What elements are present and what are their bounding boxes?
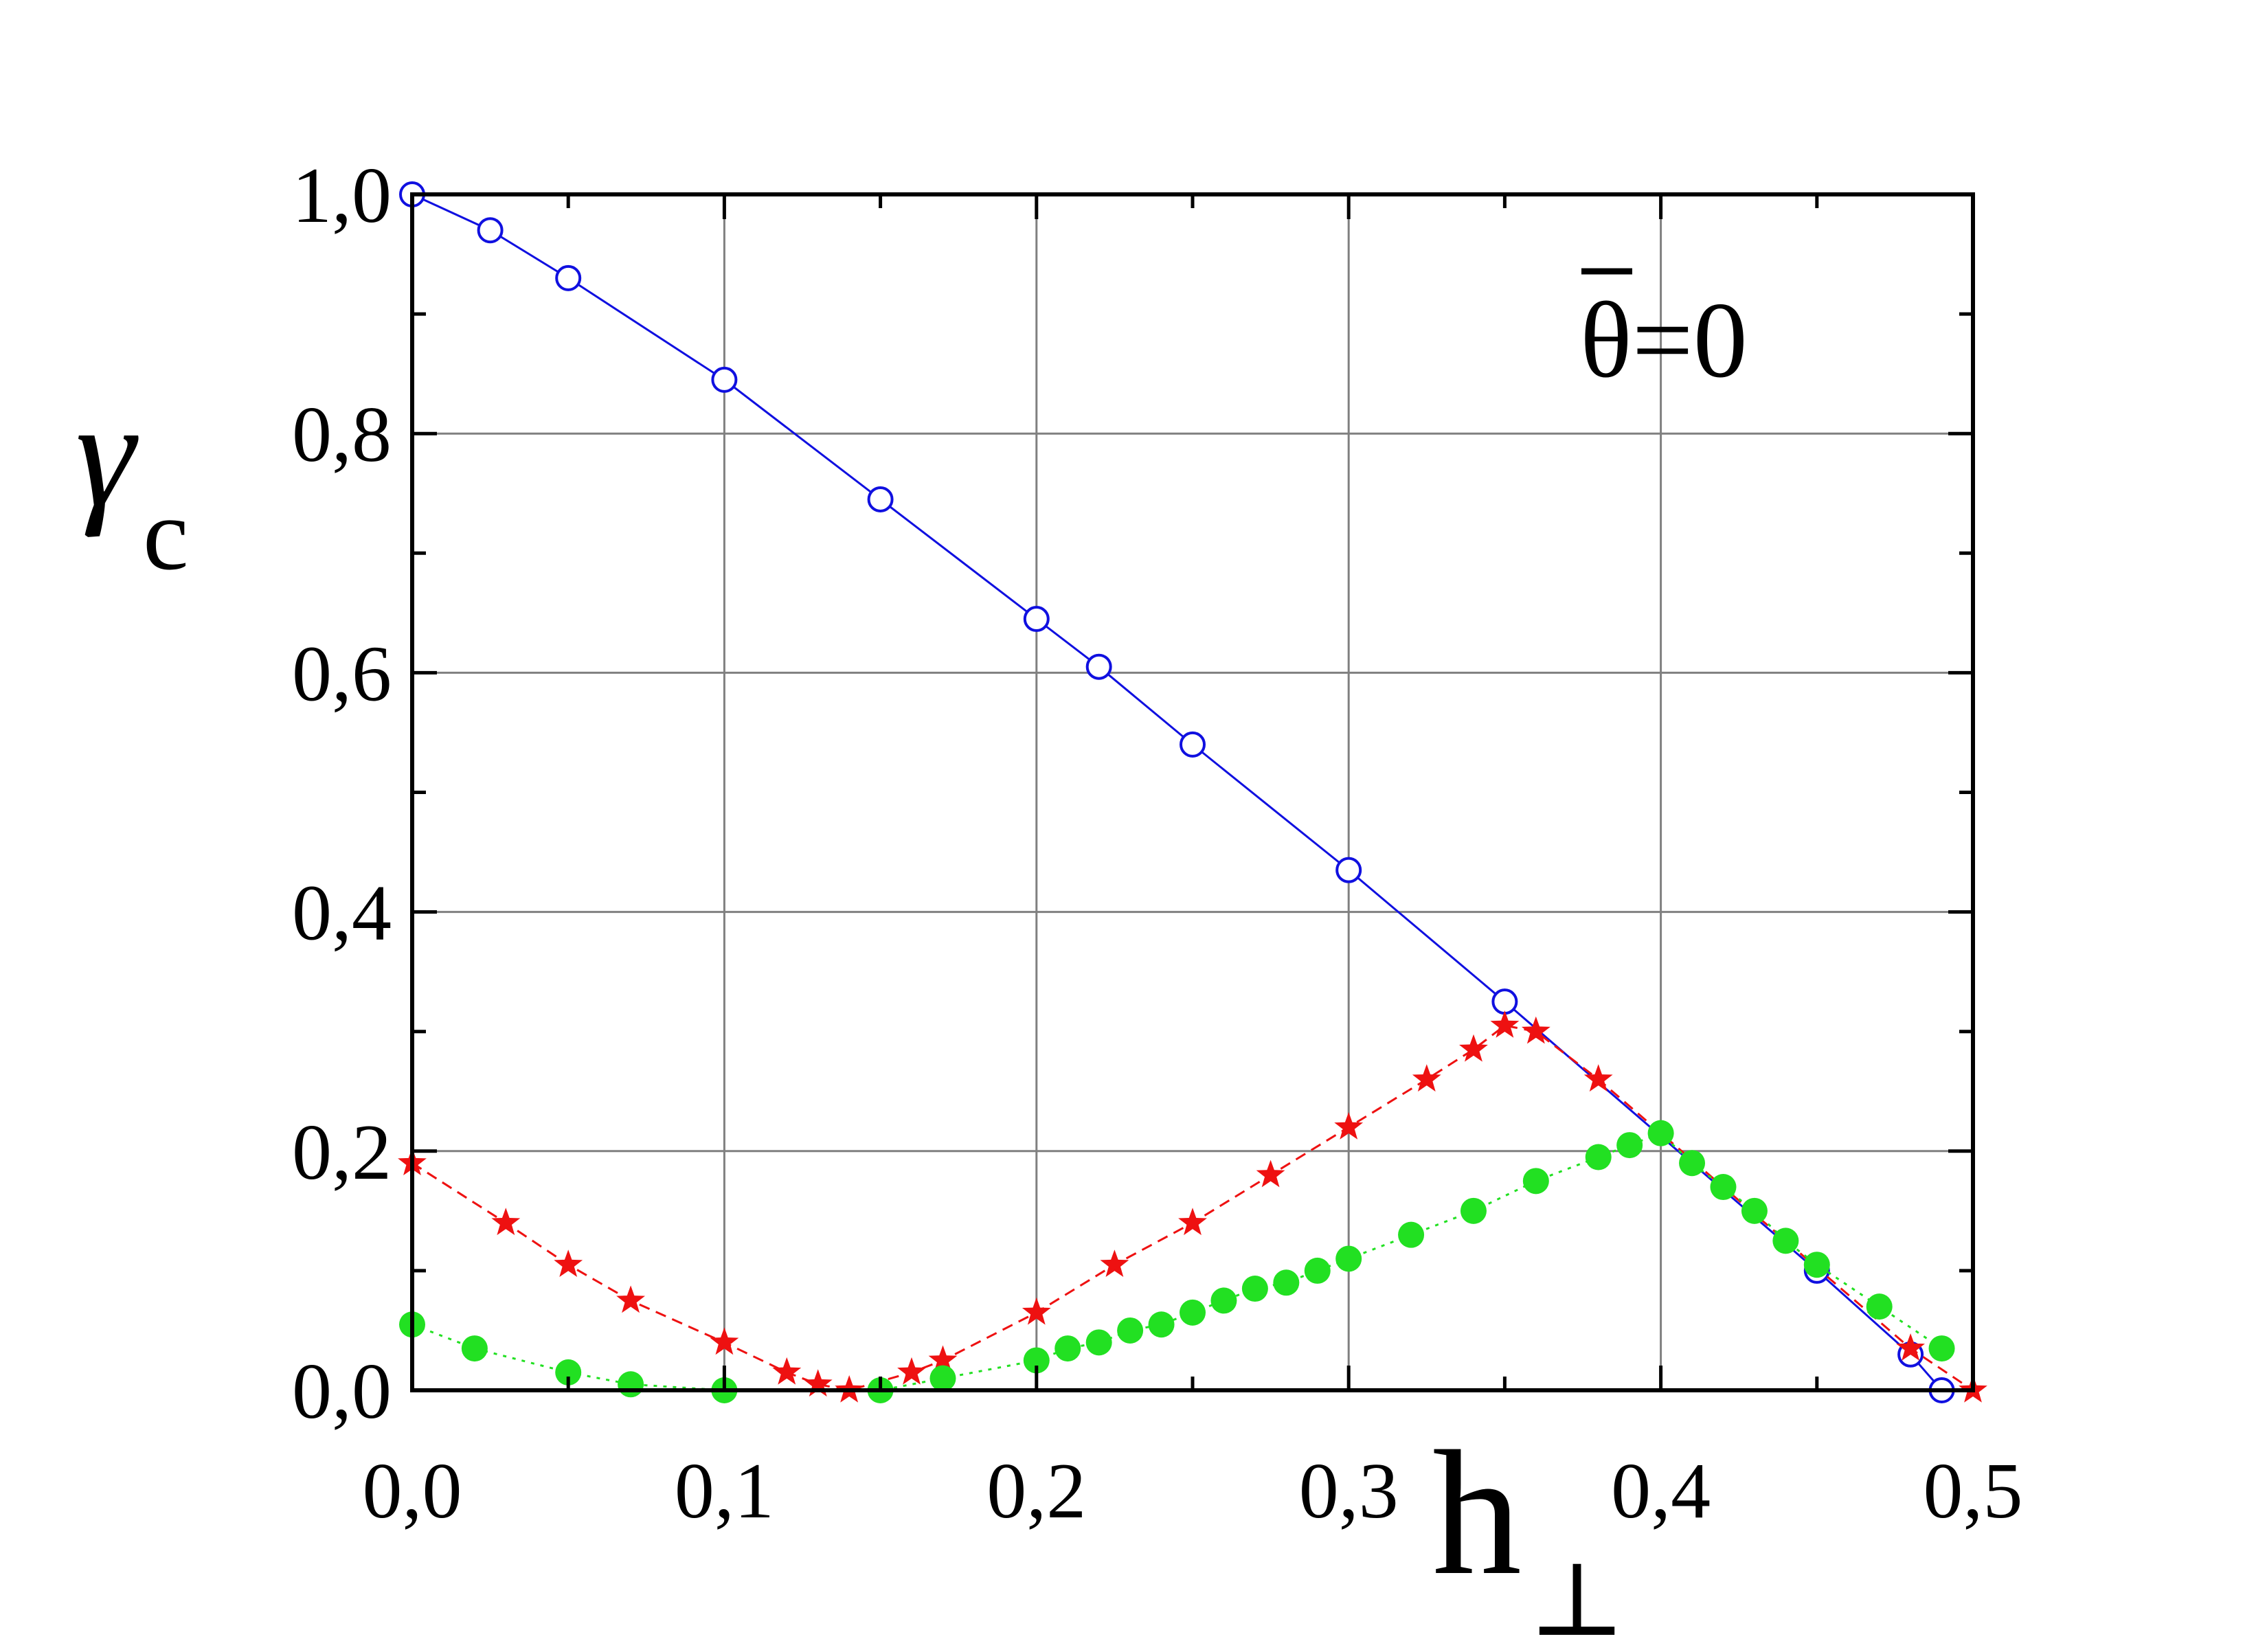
series-filled-circle — [399, 1120, 1955, 1403]
data-point — [1459, 1034, 1488, 1062]
data-point — [1180, 1299, 1206, 1326]
data-point — [1460, 1197, 1487, 1224]
axis-ticks — [410, 192, 1975, 1392]
data-point — [1679, 1150, 1706, 1177]
data-point — [1022, 1297, 1051, 1325]
data-point — [1412, 1064, 1441, 1092]
data-point — [1583, 1064, 1613, 1092]
data-point — [1490, 1010, 1520, 1038]
data-point — [461, 1335, 488, 1362]
data-point — [1772, 1227, 1799, 1254]
data-point — [867, 486, 894, 512]
data-point — [1710, 1174, 1737, 1201]
series-layer — [398, 181, 1987, 1403]
data-point — [1241, 1276, 1268, 1302]
x-tick-label: 0,1 — [675, 1447, 774, 1535]
series-line — [411, 1131, 1943, 1392]
data-point — [477, 217, 504, 244]
x-axis-label: h ⊥ — [1432, 1414, 1625, 1652]
data-point — [1180, 731, 1206, 758]
annotation-label: θ=0 — [1580, 280, 1748, 400]
data-point — [618, 1371, 644, 1398]
data-point — [554, 1249, 583, 1277]
data-point — [803, 1369, 833, 1397]
y-axis-label-sub: c — [143, 477, 189, 591]
y-axis-label: γ c — [76, 370, 189, 591]
data-point — [1803, 1252, 1830, 1278]
data-point — [1148, 1311, 1175, 1338]
data-point — [1023, 1347, 1050, 1374]
data-point — [1398, 1221, 1425, 1248]
data-point — [1273, 1269, 1300, 1296]
data-point — [928, 1345, 958, 1373]
data-point — [1896, 1333, 1925, 1361]
data-point — [1210, 1287, 1237, 1314]
x-tick-label: 0,5 — [1924, 1447, 2023, 1535]
annotation-group: θ=0 — [1580, 268, 1748, 400]
x-axis-label-sub: ⊥ — [1529, 1543, 1625, 1649]
data-point — [1335, 1245, 1362, 1272]
data-point — [1023, 606, 1050, 633]
data-point — [555, 264, 582, 291]
data-point — [1491, 988, 1518, 1015]
data-point — [1334, 1112, 1364, 1140]
data-point — [1585, 1144, 1612, 1170]
series-line — [411, 1024, 1974, 1392]
data-point — [1304, 1257, 1331, 1284]
y-tick-label: 0,8 — [292, 391, 392, 479]
data-point — [1256, 1159, 1285, 1188]
data-point — [1178, 1208, 1207, 1236]
data-point — [1928, 1335, 1955, 1362]
data-point — [1522, 1168, 1549, 1195]
x-tick-label: 0,0 — [363, 1447, 462, 1535]
data-point — [1866, 1293, 1893, 1320]
y-tick-label: 0,6 — [292, 630, 392, 718]
tick-labels: 0,0 0,1 0,2 0,3 0,4 0,5 0,0 0,2 0,4 0,6 0,8 1,0 — [292, 152, 2023, 1535]
data-point — [772, 1357, 802, 1385]
y-tick-label: 1,0 — [292, 152, 392, 240]
data-point — [1085, 653, 1112, 680]
data-point — [1335, 857, 1362, 883]
data-point — [1741, 1197, 1768, 1224]
x-tick-label: 0,4 — [1611, 1447, 1711, 1535]
y-tick-label: 0,4 — [292, 870, 392, 958]
grid-lines — [412, 194, 1973, 1390]
data-point — [1085, 1329, 1112, 1356]
data-point — [1117, 1317, 1144, 1344]
data-point — [929, 1365, 956, 1392]
data-point — [711, 366, 738, 393]
data-point — [897, 1357, 926, 1385]
data-point — [1521, 1016, 1550, 1044]
data-point — [1054, 1335, 1081, 1362]
y-tick-label: 0,2 — [292, 1109, 392, 1197]
data-point — [1647, 1120, 1674, 1146]
x-axis-label-main: h — [1432, 1414, 1522, 1612]
x-tick-label: 0,3 — [1299, 1447, 1399, 1535]
data-point — [1616, 1132, 1643, 1159]
y-axis-label-main: γ — [76, 370, 139, 538]
data-point — [555, 1359, 582, 1385]
data-point — [616, 1285, 645, 1313]
y-tick-label: 0,0 — [292, 1348, 392, 1436]
data-point — [491, 1208, 521, 1236]
data-point — [710, 1327, 739, 1355]
x-tick-label: 0,2 — [986, 1447, 1086, 1535]
data-point — [1100, 1249, 1129, 1277]
